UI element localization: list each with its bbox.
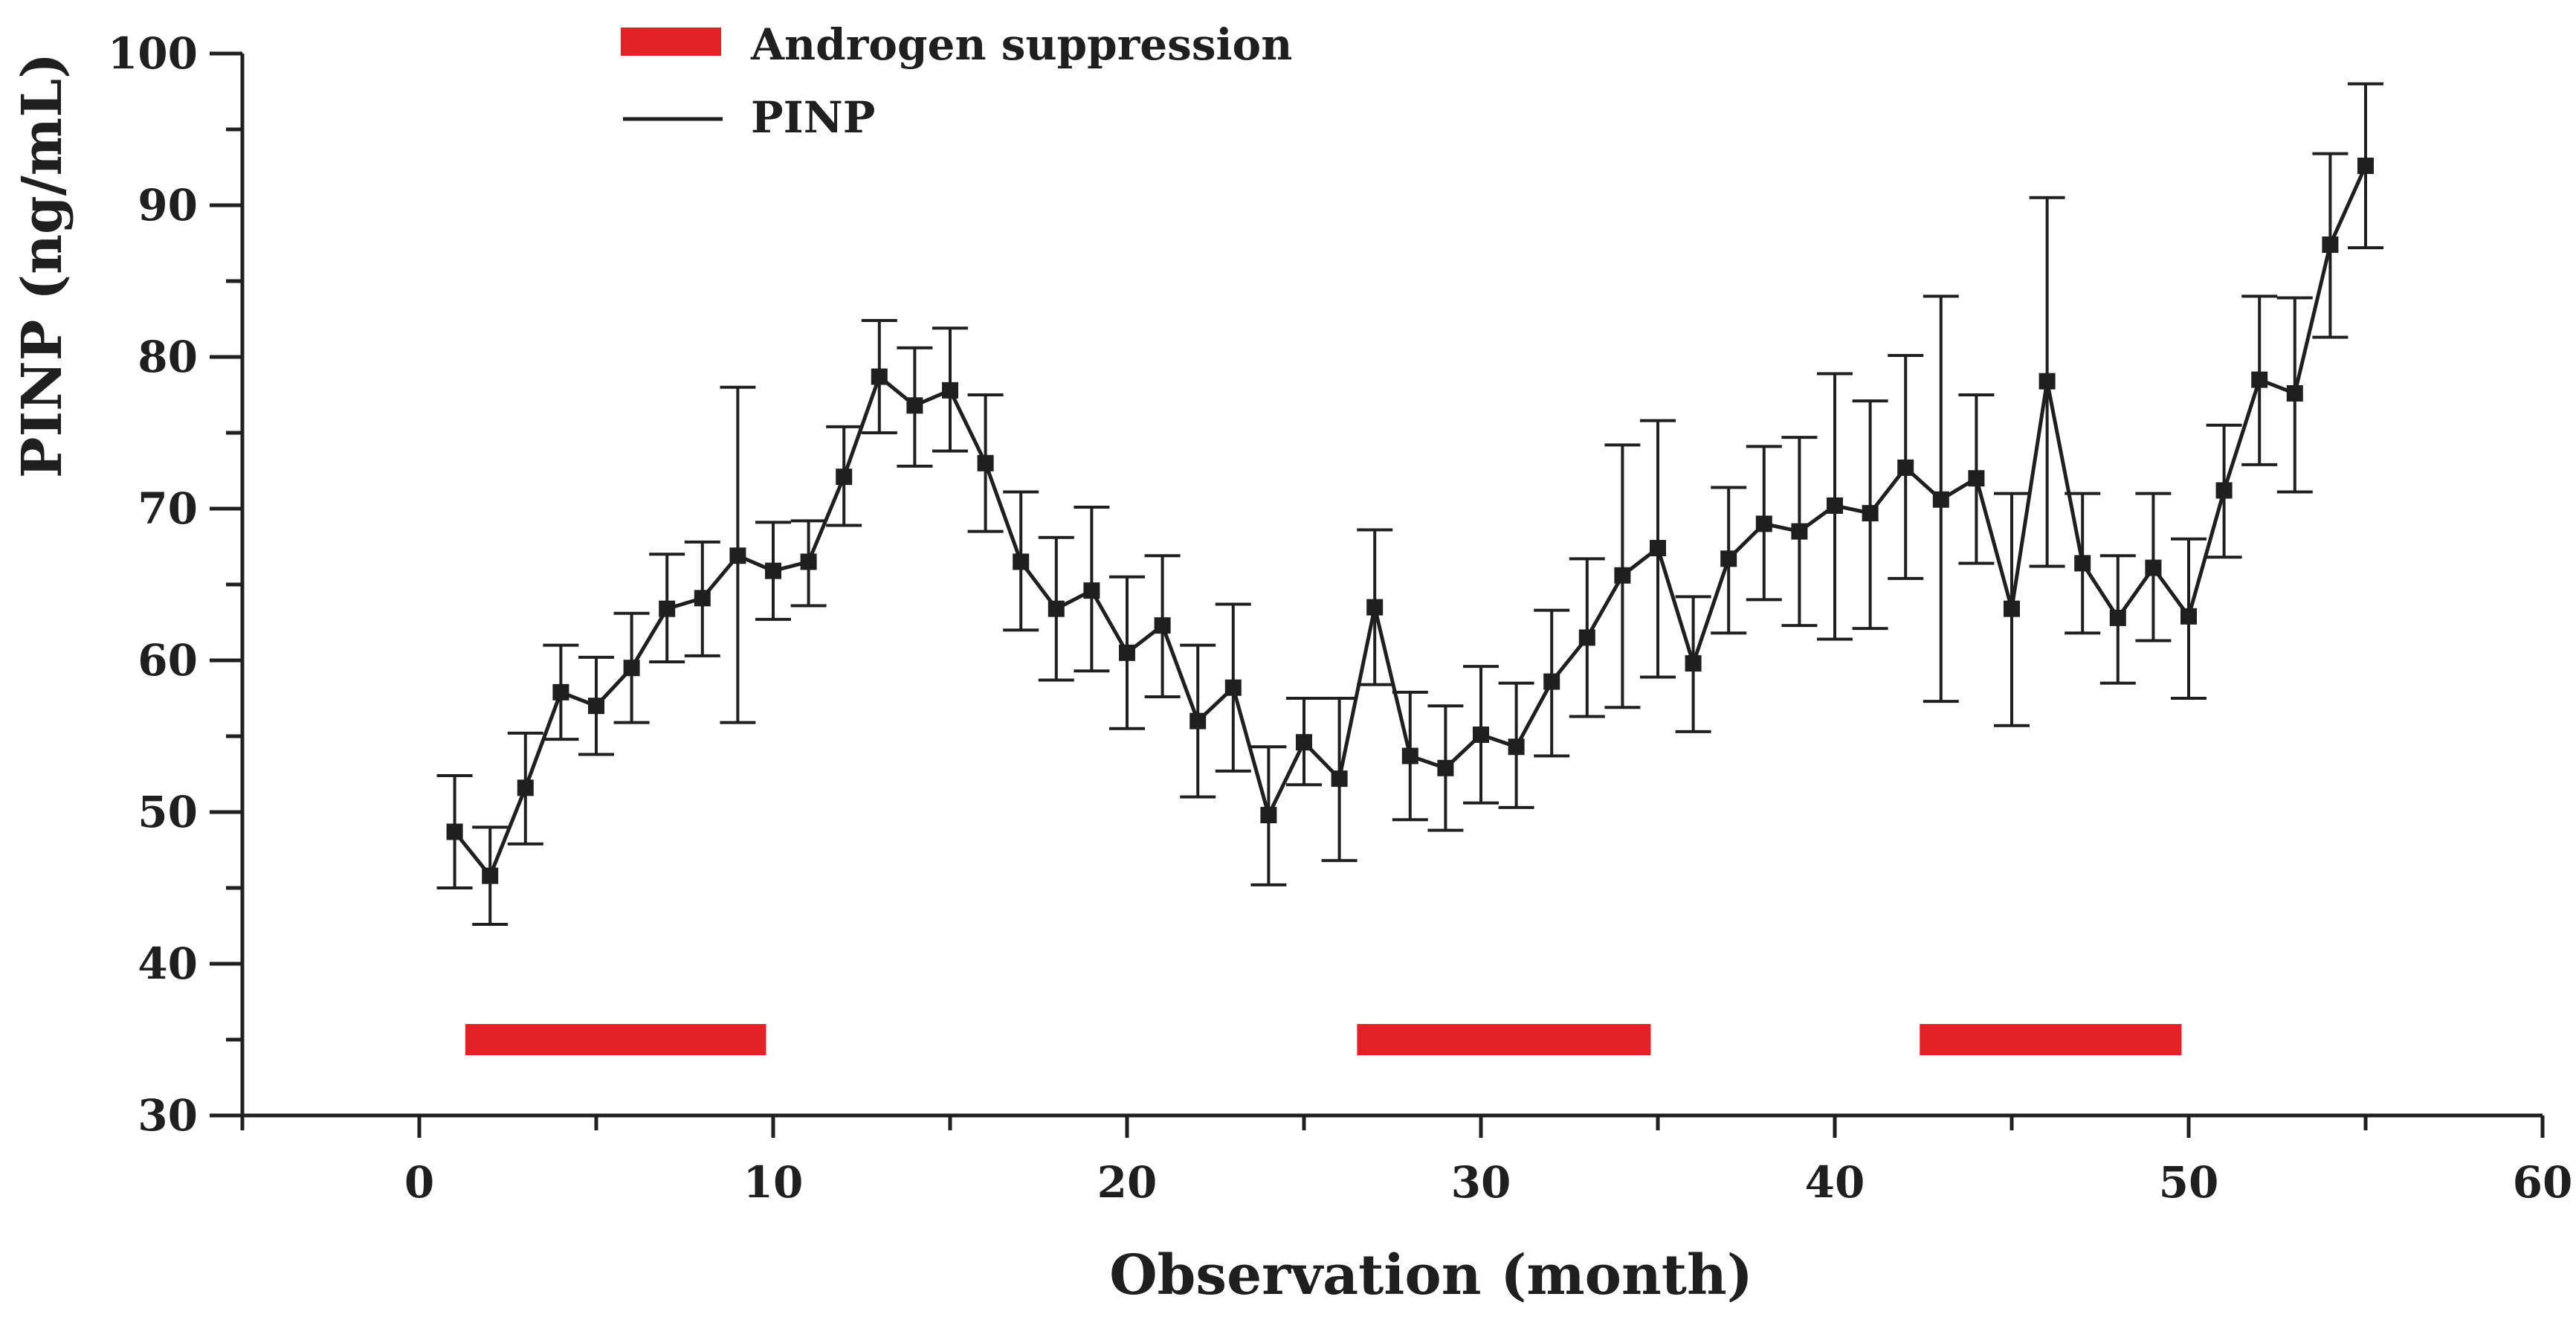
- y-tick-label: 100: [108, 28, 198, 79]
- data-point: [1755, 515, 1772, 532]
- data-point: [659, 600, 676, 617]
- data-point: [2286, 384, 2303, 402]
- suppression-bars-layer: [465, 1024, 2182, 1055]
- y-tick-label: 60: [138, 635, 198, 686]
- data-point: [1862, 505, 1879, 522]
- data-point: [623, 660, 640, 677]
- data-point: [517, 779, 534, 796]
- markers-layer: [446, 157, 2374, 884]
- data-point: [765, 562, 781, 579]
- data-point: [482, 867, 499, 884]
- data-point: [942, 381, 958, 399]
- data-point: [1720, 550, 1737, 567]
- data-point: [906, 397, 923, 414]
- y-ticks: 30 40 50 60 70 80 90 100: [108, 28, 242, 1141]
- data-point: [1543, 673, 1560, 690]
- data-point: [1897, 459, 1914, 476]
- data-point: [2074, 555, 2091, 572]
- data-point: [588, 698, 604, 715]
- data-point: [1401, 747, 1418, 764]
- data-point: [1791, 523, 1808, 540]
- data-point: [977, 454, 994, 471]
- data-point: [1119, 644, 1135, 661]
- androgen-suppression-bar: [1357, 1024, 1651, 1055]
- data-point: [2038, 373, 2056, 390]
- data-point: [2357, 157, 2374, 174]
- data-point: [1968, 470, 1985, 487]
- legend-swatch-androgen: [621, 28, 721, 56]
- data-point: [1473, 726, 1489, 743]
- y-tick-label: 70: [138, 483, 198, 534]
- data-point: [1154, 617, 1171, 634]
- x-ticks: 0 10 20 30 40 50 60: [240, 1115, 2573, 1208]
- data-point: [2180, 608, 2197, 625]
- y-tick-label: 80: [138, 332, 198, 382]
- data-point: [1650, 540, 1666, 557]
- data-point: [1296, 734, 1312, 751]
- x-tick-label: 50: [2159, 1157, 2219, 1208]
- legend-label-androgen: Androgen suppression: [750, 19, 1292, 70]
- x-axis-title: Observation (month): [1109, 1243, 1753, 1307]
- y-axis-title: PINP (ng/mL): [10, 53, 74, 478]
- x-tick-label: 0: [404, 1157, 434, 1208]
- data-point: [1013, 553, 1030, 570]
- androgen-suppression-bar: [465, 1024, 766, 1055]
- data-point: [729, 547, 746, 564]
- error-bars-layer: [436, 82, 2383, 926]
- data-point: [2322, 236, 2339, 254]
- data-point: [2251, 371, 2268, 388]
- data-point: [2215, 482, 2233, 499]
- data-point: [1083, 582, 1100, 599]
- data-point: [1366, 599, 1384, 616]
- legend: Androgen suppression PINP: [621, 19, 1292, 143]
- data-point: [800, 553, 817, 570]
- y-tick-label: 30: [138, 1090, 198, 1141]
- data-point: [1508, 738, 1525, 756]
- data-point: [1189, 712, 1207, 730]
- x-tick-label: 20: [1097, 1157, 1158, 1208]
- x-tick-label: 30: [1451, 1157, 1511, 1208]
- data-point: [1047, 600, 1065, 617]
- data-point: [446, 823, 463, 840]
- data-point: [1331, 770, 1348, 788]
- data-point: [1437, 759, 1454, 776]
- data-point: [694, 590, 711, 607]
- data-point: [1932, 491, 1949, 508]
- data-point: [552, 683, 569, 701]
- data-point: [1578, 629, 1595, 646]
- data-point: [2109, 609, 2126, 626]
- y-tick-label: 50: [138, 787, 198, 837]
- data-point: [2145, 559, 2162, 576]
- x-tick-label: 60: [2513, 1157, 2573, 1208]
- data-point: [2004, 600, 2020, 617]
- data-point: [1827, 497, 1843, 514]
- x-tick-label: 40: [1805, 1157, 1865, 1208]
- data-point: [1685, 655, 1702, 672]
- data-point: [871, 368, 888, 385]
- y-tick-label: 90: [138, 180, 198, 231]
- data-point: [1224, 679, 1242, 696]
- legend-label-pinp: PINP: [751, 92, 875, 143]
- androgen-suppression-bar: [1920, 1024, 2182, 1055]
- data-point: [1260, 807, 1277, 824]
- x-tick-label: 10: [743, 1157, 804, 1208]
- y-tick-label: 40: [138, 938, 198, 989]
- data-point: [1614, 567, 1631, 584]
- data-point: [836, 468, 853, 486]
